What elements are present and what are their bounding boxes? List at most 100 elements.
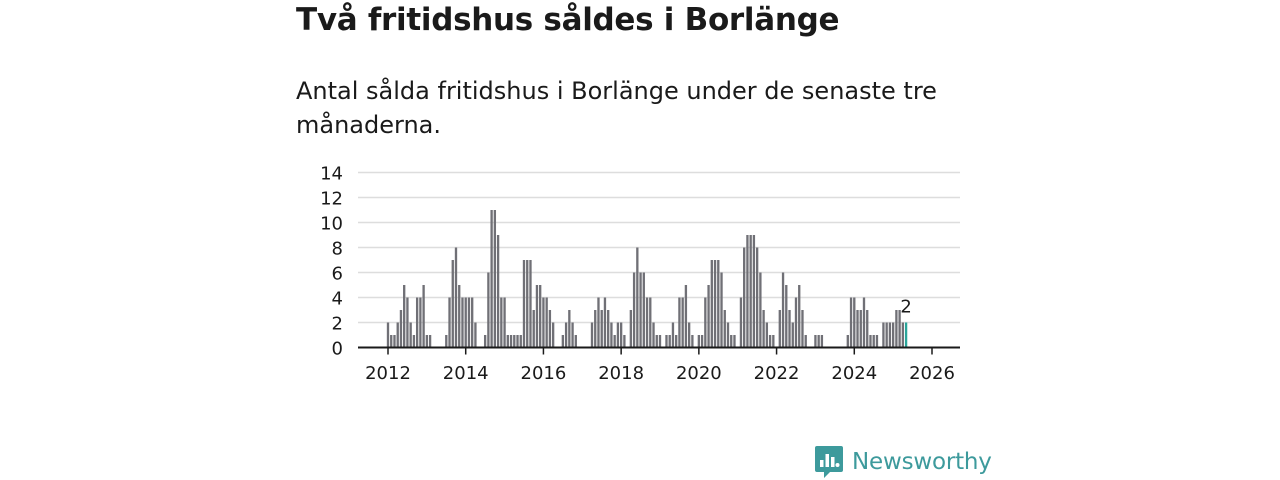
bar: [487, 272, 490, 348]
y-tick-label: 4: [332, 289, 343, 310]
bar: [866, 310, 869, 348]
bar: [898, 310, 901, 348]
bar: [814, 335, 817, 348]
bar: [471, 297, 474, 348]
bar: [704, 297, 707, 348]
bar: [891, 322, 895, 348]
x-tick-label: 2018: [598, 363, 644, 384]
bar: [743, 247, 746, 348]
bar: [522, 260, 526, 348]
bar: [571, 322, 574, 348]
y-tick-label: 6: [332, 264, 343, 285]
x-tick-label: 2026: [909, 363, 955, 384]
bar-highlight: [904, 322, 908, 348]
bar: [885, 322, 888, 348]
bar: [409, 322, 412, 348]
bar: [419, 297, 422, 348]
y-tick-label: 10: [320, 214, 343, 235]
chart-subtitle: Antal sålda fritidshus i Borlänge under …: [296, 77, 937, 139]
bar: [445, 335, 448, 348]
bar: [629, 310, 633, 348]
bar: [535, 285, 539, 348]
bar: [717, 260, 720, 348]
bar: [603, 297, 607, 348]
bar: [645, 297, 649, 348]
bar: [772, 335, 775, 348]
bar: [493, 210, 497, 348]
bar: [568, 310, 571, 348]
newsworthy-brand: Newsworthy: [814, 444, 992, 480]
bar: [386, 322, 390, 348]
bar: [655, 335, 658, 348]
newsworthy-wordmark: Newsworthy: [852, 449, 992, 475]
bar: [820, 335, 824, 348]
bar: [600, 310, 603, 348]
bar: [697, 335, 701, 348]
bar: [636, 247, 639, 348]
bar: [532, 310, 535, 348]
bar: [759, 272, 762, 348]
y-tick-label: 8: [332, 239, 343, 260]
bar: [613, 335, 616, 348]
bar: [454, 247, 458, 348]
bar: [788, 310, 791, 348]
bar: [768, 335, 772, 348]
bar: [749, 235, 752, 348]
bar: [516, 335, 519, 348]
bar: [403, 285, 406, 348]
bar: [545, 297, 548, 348]
bar: [632, 272, 636, 348]
y-tick-label: 2: [332, 314, 343, 335]
y-tick-label: 12: [320, 189, 343, 210]
bar: [658, 335, 662, 348]
bar: [542, 297, 545, 348]
bar: [399, 310, 403, 348]
x-tick-label: 2022: [754, 363, 800, 384]
bar: [642, 272, 645, 348]
newsworthy-logo-icon: [815, 446, 843, 478]
bar: [396, 322, 399, 348]
x-tick-label: 2016: [521, 363, 567, 384]
y-tick-label: 0: [332, 339, 343, 360]
bar: [720, 272, 723, 348]
bar: [778, 310, 781, 348]
bar: [412, 335, 416, 348]
bar: [869, 335, 872, 348]
bar: [875, 335, 879, 348]
bar: [561, 335, 565, 348]
bar: [422, 285, 425, 348]
bar: [406, 297, 409, 348]
bar: [804, 335, 807, 348]
bar: [710, 260, 713, 348]
bar: [461, 297, 464, 348]
bar: [684, 285, 688, 348]
bar: [665, 335, 668, 348]
y-tick-label: 14: [320, 164, 343, 185]
bar: [765, 322, 769, 348]
bar: [798, 285, 801, 348]
bar: [652, 322, 655, 348]
bar: [551, 322, 555, 348]
bar: [425, 335, 429, 348]
x-tick-label: 2020: [676, 363, 722, 384]
data-label: 2: [900, 297, 911, 318]
bar: [428, 335, 432, 348]
bar: [817, 335, 820, 348]
bar: [862, 297, 866, 348]
bar: [859, 310, 862, 348]
bar: [490, 210, 493, 348]
bar: [616, 322, 620, 348]
bar: [649, 297, 652, 348]
bar: [801, 310, 804, 348]
bar: [594, 310, 597, 348]
bar: [781, 272, 785, 348]
bar: [564, 322, 568, 348]
bar: [691, 335, 694, 348]
bar: [548, 310, 552, 348]
bar: [574, 335, 577, 348]
bar: [762, 310, 765, 348]
bar: [678, 297, 681, 348]
bar: [739, 297, 743, 348]
bar: [895, 310, 898, 348]
bar: [639, 272, 642, 348]
